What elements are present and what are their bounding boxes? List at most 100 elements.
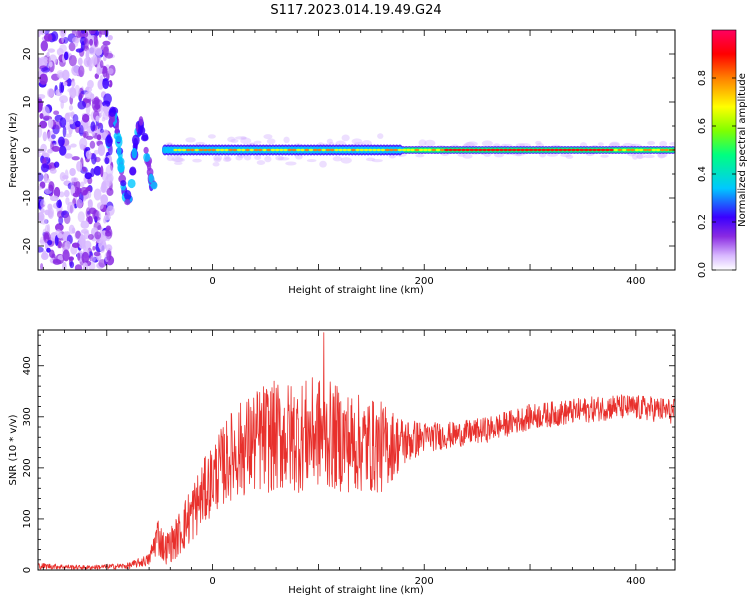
spectrogram-cell <box>143 146 149 154</box>
spectrogram-cell <box>613 148 618 152</box>
spectrogram-cell <box>285 161 297 166</box>
spectrogram-cell <box>47 203 53 211</box>
spectrogram-cell <box>107 35 113 41</box>
spectrogram-cell <box>40 263 44 270</box>
spectrogram-cell <box>92 104 102 113</box>
spectrogram-cell <box>52 258 62 265</box>
spectrogram-cell <box>80 181 85 188</box>
spectrogram-y-tick-label: -10 <box>22 190 33 206</box>
spectrogram-cell <box>62 126 67 138</box>
spectrogram-cell <box>389 148 394 152</box>
spectrogram-cell <box>89 140 96 149</box>
spectrogram-cell <box>609 148 614 152</box>
spectrogram-cell <box>105 244 113 252</box>
colorbar-tick-label: 0.4 <box>697 166 708 182</box>
snr-y-tick-label: 200 <box>22 458 33 477</box>
spectrogram-cell <box>234 136 247 140</box>
spectrogram-cell <box>95 115 100 122</box>
spectrogram-cell <box>332 156 343 162</box>
spectrogram-cell <box>353 142 364 146</box>
spectrogram-cell <box>340 157 352 164</box>
spectrogram-cell <box>263 134 273 140</box>
spectrogram-cell <box>325 148 331 152</box>
spectrogram-cell <box>71 30 77 36</box>
spectrogram-cell <box>106 205 115 216</box>
spectrogram-cell <box>39 73 48 85</box>
spectrogram-cell <box>326 138 333 144</box>
spectrogram-cell <box>440 148 445 152</box>
spectrogram-cell <box>42 106 50 118</box>
spectrogram-cell <box>605 148 610 152</box>
spectrogram-cell <box>583 148 589 152</box>
spectrogram-cell <box>108 79 113 88</box>
spectrogram-cell <box>600 148 606 152</box>
spectrogram-cell <box>50 134 56 140</box>
spectrogram-cell <box>94 47 103 56</box>
spectrogram-cell <box>359 148 364 152</box>
spectrogram-cell <box>198 148 204 152</box>
spectrogram-cell <box>87 233 94 240</box>
spectrogram-cell <box>365 157 376 162</box>
spectrogram-cell <box>507 148 513 152</box>
colorbar-gradient <box>711 29 737 271</box>
colorbar-tick-label: 0.8 <box>697 70 708 86</box>
snr-x-tick-label: 400 <box>626 576 645 587</box>
spectrogram-cell <box>120 180 127 187</box>
spectrogram-cell <box>253 148 259 152</box>
spectrogram-cell <box>254 155 262 160</box>
spectrogram-panel: 0 200 400 -20 -10 0 10 20 Height of straight l… <box>8 29 676 296</box>
spectrogram-cell <box>82 189 88 196</box>
spectrogram-cell <box>634 148 640 152</box>
spectrogram-cell <box>363 148 369 152</box>
spectrogram-cell <box>102 111 110 121</box>
spectrogram-cell <box>68 55 77 67</box>
spectrogram-cell <box>329 148 335 152</box>
spectrogram-cell <box>40 40 49 52</box>
spectrogram-cell <box>469 148 475 152</box>
spectrogram-cell <box>664 148 669 152</box>
spectrogram-cell <box>39 112 44 120</box>
spectrogram-cell <box>291 148 297 152</box>
spectrogram-cell <box>102 77 110 90</box>
spectrogram-cell <box>88 30 97 35</box>
spectrogram-cell <box>61 69 70 81</box>
spectrogram-cell <box>232 148 238 152</box>
spectrogram-cell <box>47 148 53 154</box>
spectrogram-cell <box>635 154 645 159</box>
spectrogram-cell <box>116 146 122 157</box>
spectrogram-cell <box>100 194 109 205</box>
spectrogram-cell <box>643 154 655 159</box>
snr-y-tick-label: 100 <box>22 509 33 528</box>
spectrogram-cell <box>456 148 462 152</box>
spectrogram-cell <box>435 148 441 152</box>
spectrogram-cell <box>57 136 65 146</box>
spectrogram-cell <box>43 33 53 42</box>
spectrogram-cell <box>185 137 196 143</box>
colorbar-label: Normalized spectral amplitude <box>737 73 748 227</box>
spectrogram-cell <box>117 164 125 173</box>
spectrogram-cell <box>300 148 305 152</box>
spectrogram-cell <box>39 120 48 129</box>
spectrogram-cell <box>80 220 90 229</box>
spectrogram-cell <box>78 124 84 137</box>
spectrogram-cell <box>48 61 53 68</box>
spectrogram-cell <box>87 199 93 209</box>
spectrogram-cell <box>82 262 89 270</box>
spectrogram-cell <box>372 148 377 152</box>
spectrogram-cell <box>64 169 69 181</box>
spectrogram-cell <box>124 199 131 206</box>
snr-y-tick-label: 400 <box>22 356 33 375</box>
spectrogram-cell <box>85 207 91 219</box>
spectrogram-cell <box>351 138 363 145</box>
spectrogram-cell <box>90 93 95 100</box>
spectrogram-cell <box>262 148 267 152</box>
spectrogram-cell <box>224 148 229 152</box>
spectrogram-cell <box>253 140 262 144</box>
spectrogram-cell <box>70 177 74 189</box>
spectrogram-cell <box>321 148 326 152</box>
spectrogram-cell <box>235 155 243 161</box>
spectrogram-cell <box>207 134 216 139</box>
spectrogram-cell <box>71 80 76 88</box>
spectrogram-cell <box>64 153 73 159</box>
spectrogram-cell <box>579 148 585 152</box>
